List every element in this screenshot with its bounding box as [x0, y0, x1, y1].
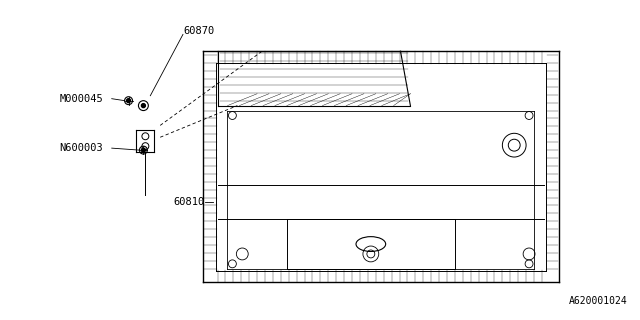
Circle shape: [141, 148, 145, 152]
Text: A620001024: A620001024: [568, 296, 627, 306]
Text: N600003: N600003: [60, 143, 103, 153]
Circle shape: [141, 104, 145, 108]
Text: 60810: 60810: [173, 196, 204, 206]
Text: M000045: M000045: [60, 94, 103, 104]
Text: 60870: 60870: [183, 27, 214, 36]
Circle shape: [127, 99, 131, 103]
